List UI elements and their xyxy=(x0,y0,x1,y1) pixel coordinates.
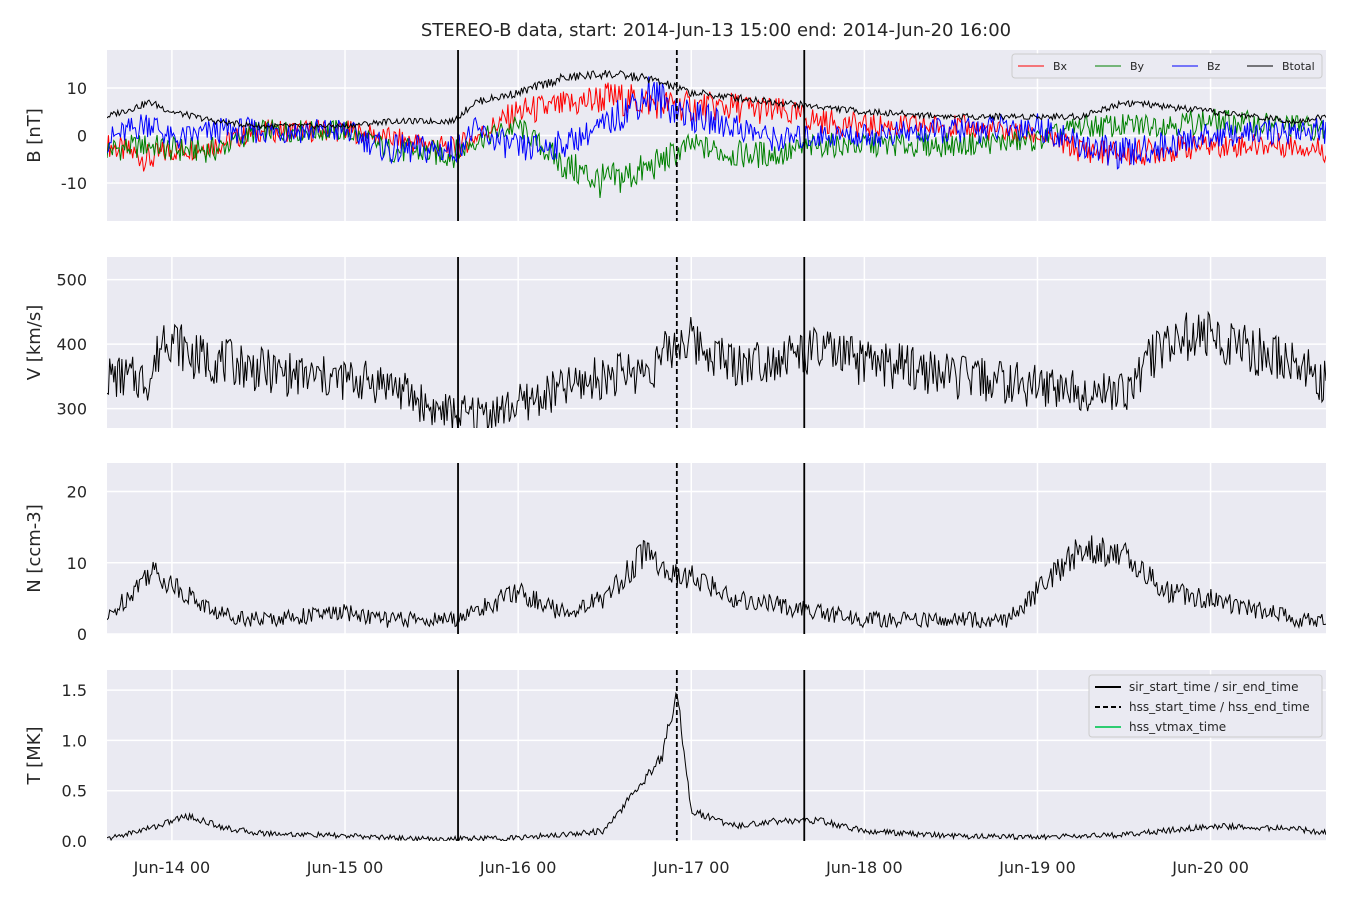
legend-label: hss_start_time / hss_end_time xyxy=(1129,700,1310,714)
legend-box xyxy=(1011,53,1323,79)
figure-title: STEREO-B data, start: 2014-Jun-13 15:00 … xyxy=(421,20,1011,41)
legend-label: By xyxy=(1130,60,1145,73)
y-tick-label: 20 xyxy=(67,483,87,502)
legend-label: Btotal xyxy=(1282,60,1315,73)
y-axis-label: T [MK] xyxy=(24,726,45,785)
y-axis-label: V [km/s] xyxy=(24,305,45,380)
legend-label: Bx xyxy=(1053,60,1068,73)
y-tick-label: 0 xyxy=(77,127,87,146)
panel-N: 0 10 20 N [ccm-3] xyxy=(24,463,1326,644)
y-tick-label: 300 xyxy=(56,400,87,419)
series-line-bz xyxy=(107,76,1326,170)
y-tick-label: 10 xyxy=(67,79,87,98)
x-tick-label: Jun-18 00 xyxy=(825,858,903,877)
y-axis-label: N [ccm-3] xyxy=(24,504,45,593)
x-tick-label: Jun-16 00 xyxy=(479,858,557,877)
series-line-by xyxy=(107,108,1326,199)
legend-markers: sir_start_time / sir_end_time hss_start_t… xyxy=(1088,674,1323,738)
y-tick-label: 10 xyxy=(67,554,87,573)
y-tick-label: 400 xyxy=(56,335,87,354)
legend-label: sir_start_time / sir_end_time xyxy=(1129,680,1299,694)
series-line-v xyxy=(107,310,1326,428)
panel-B: -10 0 10 B [nT] Bx By Bz Btotal xyxy=(24,50,1326,221)
x-tick-label: Jun-15 00 xyxy=(306,858,384,877)
series-line-bx xyxy=(107,82,1326,172)
y-tick-label: 1.0 xyxy=(62,731,87,750)
plot-background xyxy=(107,463,1326,634)
y-tick-label: 0.5 xyxy=(62,782,87,801)
series-line-t xyxy=(107,691,1326,841)
y-tick-label: 1.5 xyxy=(62,681,87,700)
y-tick-label: 500 xyxy=(56,271,87,290)
series-line-btotal xyxy=(107,70,1326,131)
y-tick-label: 0.0 xyxy=(62,832,87,851)
legend-box xyxy=(1088,674,1323,738)
legend-label: Bz xyxy=(1207,60,1221,73)
x-tick-label: Jun-14 00 xyxy=(133,858,211,877)
x-tick-label: Jun-19 00 xyxy=(998,858,1076,877)
y-tick-label: 0 xyxy=(77,625,87,644)
x-tick-label: Jun-17 00 xyxy=(652,858,730,877)
x-tick-label: Jun-20 00 xyxy=(1171,858,1249,877)
series-line-n xyxy=(107,535,1326,629)
legend-label: hss_vtmax_time xyxy=(1129,720,1226,734)
y-axis-label: B [nT] xyxy=(24,108,45,163)
panels: -10 0 10 B [nT] Bx By Bz Btotal 300 400 500 V [km/s… xyxy=(24,50,1326,877)
panel-V: 300 400 500 V [km/s] xyxy=(24,257,1326,428)
legend-b: Bx By Bz Btotal xyxy=(1011,53,1323,79)
y-tick-label: -10 xyxy=(61,174,87,193)
panel-T: 0.0 0.5 1.0 1.5 T [MK] Jun-14 00 Jun-15 00 Jun-… xyxy=(24,670,1326,877)
